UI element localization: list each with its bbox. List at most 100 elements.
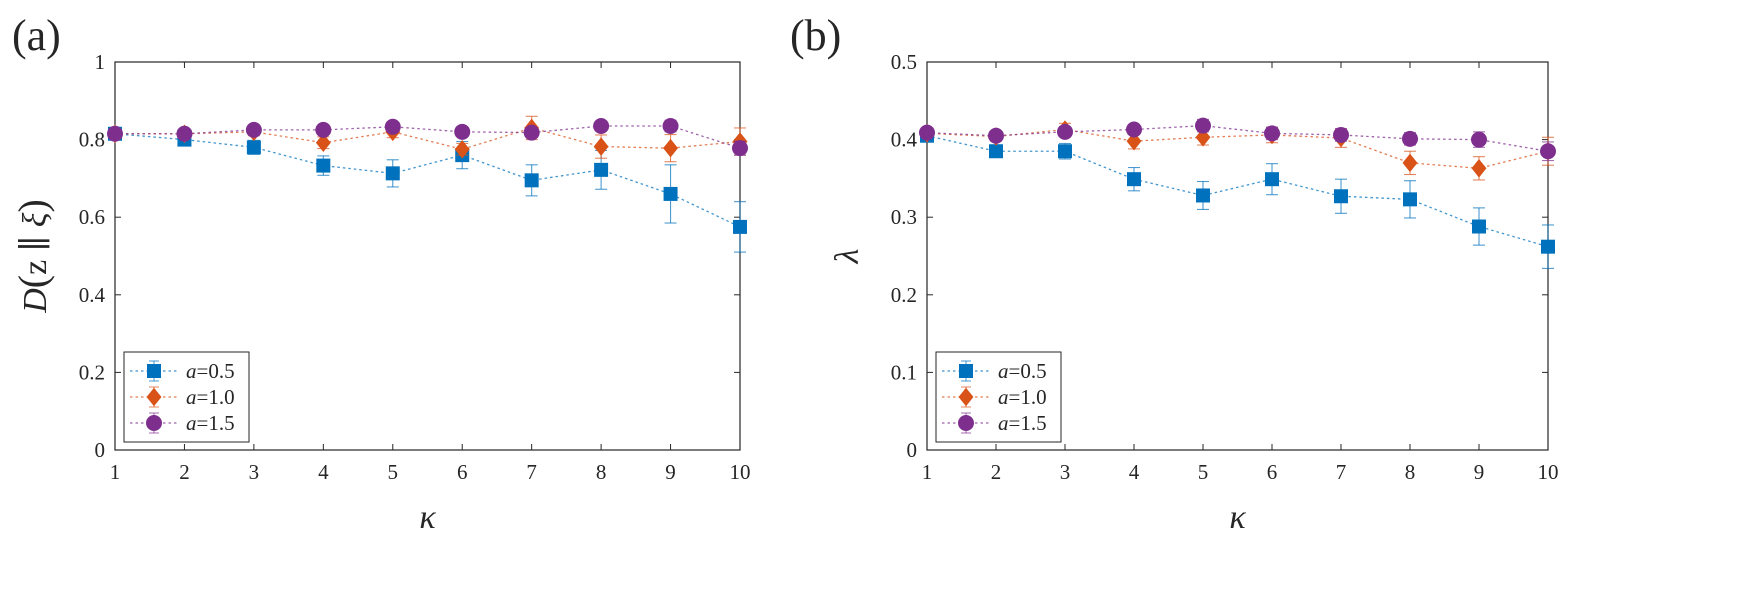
data-point: [594, 162, 609, 177]
y-tick-label: 0.5: [891, 50, 917, 74]
legend-marker: [958, 387, 974, 407]
data-point: [1195, 117, 1211, 134]
y-tick-label: 0: [95, 438, 106, 462]
data-point: [1402, 153, 1418, 173]
data-point: [1058, 144, 1072, 159]
data-point: [1333, 126, 1349, 143]
y-tick-label: 0.4: [79, 283, 106, 307]
legend-box: [935, 351, 1062, 443]
data-point: [315, 133, 331, 153]
y-title-open-paren: (: [10, 275, 55, 288]
legend-label-var: a: [998, 359, 1009, 383]
x-tick-label: 2: [179, 460, 190, 484]
legend: a=0.5a=1.0a=1.5: [123, 351, 250, 443]
x-axis-title: κ: [1229, 499, 1246, 536]
data-point: [1471, 159, 1487, 178]
panel-b: (b)1 2 3 4 5 6 7 8 9 1000.10.20.30.40.5κλa=0.5a=1…: [790, 11, 1559, 536]
y-title-prefix: D: [17, 288, 54, 314]
x-tick-label: 4: [318, 460, 329, 484]
x-axis: 1 2 3 4 5 6 7 8 9 10: [110, 62, 751, 484]
data-point: [1334, 189, 1348, 204]
x-tick-label: 7: [526, 460, 537, 484]
y-title-body: z ∥: [17, 227, 54, 275]
series-line: [926, 128, 1549, 169]
data-point: [245, 121, 262, 138]
data-point: [1196, 188, 1210, 203]
y-tick-label: 0.2: [891, 283, 917, 307]
x-tick-label: 5: [1198, 460, 1209, 484]
data-point: [662, 118, 679, 135]
y-axis: 0 0.2 0.4 0.6 0.8 1: [79, 50, 740, 462]
legend-label: a=1.5: [998, 411, 1047, 435]
x-tick-label: 5: [388, 460, 399, 484]
x-tick-label: 1: [110, 460, 121, 484]
legend-label: a=0.5: [998, 359, 1047, 383]
data-point: [523, 124, 540, 141]
y-tick-label: 0.2: [79, 360, 105, 384]
data-point: [1264, 125, 1280, 142]
data-point: [1403, 192, 1417, 207]
legend-label-var: a: [186, 385, 197, 409]
data-point: [454, 139, 470, 159]
x-tick-label: 2: [991, 460, 1002, 484]
legend-marker: [958, 415, 974, 431]
data-point: [315, 121, 332, 138]
legend: a=0.5a=1.0a=1.5: [935, 351, 1062, 443]
data-point: [384, 118, 401, 135]
data-point: [732, 140, 748, 157]
y-axis-title: D(z ∥ ξ): [10, 199, 55, 314]
data-point: [593, 137, 609, 156]
x-tick-label: 10: [730, 460, 751, 484]
data-point: [1472, 219, 1486, 234]
legend-label: a=1.0: [998, 385, 1047, 409]
data-point: [176, 125, 193, 142]
x-tick-label: 8: [1405, 460, 1416, 484]
data-point: [1402, 130, 1418, 147]
x-tick-label: 7: [1336, 460, 1347, 484]
data-point: [1126, 131, 1142, 151]
panel-label: (a): [12, 11, 61, 60]
legend-label-val: =1.5: [1009, 411, 1047, 435]
y-tick-label: 0.4: [891, 128, 918, 152]
legend-label-val: =1.0: [1009, 385, 1047, 409]
data-point: [246, 140, 261, 155]
series-line: [926, 124, 1549, 152]
data-point: [663, 138, 678, 158]
data-point: [1540, 143, 1556, 160]
x-tick-label: 9: [665, 460, 676, 484]
legend-label-val: =0.5: [197, 359, 235, 383]
data-point: [385, 166, 400, 181]
legend-label: a=1.0: [186, 385, 235, 409]
legend-marker: [147, 364, 161, 378]
series-line: [114, 133, 741, 228]
legend-label-var: a: [998, 411, 1009, 435]
x-tick-label: 6: [457, 460, 468, 484]
legend-label: a=0.5: [186, 359, 235, 383]
data-point: [316, 158, 331, 173]
data-point: [1541, 239, 1555, 254]
legend-label: a=1.5: [186, 411, 235, 435]
data-point: [663, 186, 678, 201]
y-tick-label: 0.1: [891, 360, 917, 384]
data-point: [107, 125, 123, 142]
y-title-xi: ξ: [17, 212, 54, 227]
x-axis-title: κ: [419, 499, 436, 536]
data-point: [1126, 121, 1142, 138]
series-a=1.5: [919, 117, 1556, 162]
legend-label-var: a: [186, 359, 197, 383]
legend-label-var: a: [998, 385, 1009, 409]
x-tick-label: 3: [1060, 460, 1071, 484]
y-tick-label: 0.6: [79, 205, 105, 229]
data-point: [1265, 172, 1279, 187]
x-tick-label: 10: [1538, 460, 1559, 484]
x-axis: 1 2 3 4 5 6 7 8 9 10: [922, 62, 1559, 484]
x-tick-label: 3: [249, 460, 260, 484]
y-tick-label: 0.8: [79, 128, 105, 152]
data-point: [1057, 123, 1073, 140]
legend-label-val: =1.5: [197, 411, 235, 435]
legend-box: [123, 351, 250, 443]
y-axis-title: λ: [829, 249, 866, 265]
